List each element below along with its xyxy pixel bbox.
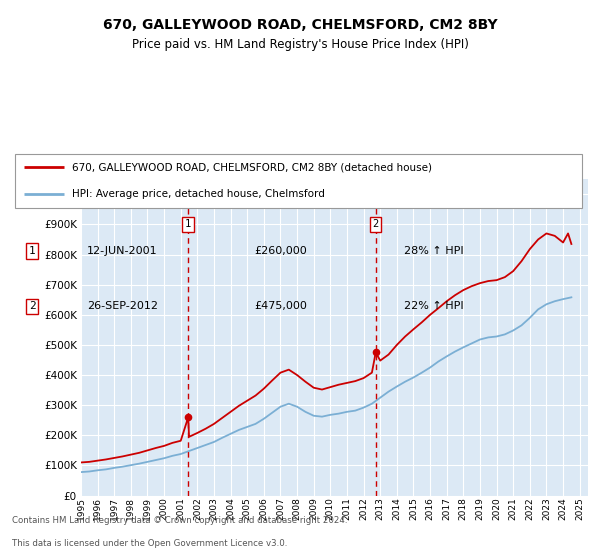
Text: £260,000: £260,000 [254,246,307,256]
Text: 22% ↑ HPI: 22% ↑ HPI [404,301,463,311]
Text: 26-SEP-2012: 26-SEP-2012 [87,301,158,311]
Text: 28% ↑ HPI: 28% ↑ HPI [404,246,463,256]
Text: 670, GALLEYWOOD ROAD, CHELMSFORD, CM2 8BY: 670, GALLEYWOOD ROAD, CHELMSFORD, CM2 8B… [103,18,497,32]
Text: Contains HM Land Registry data © Crown copyright and database right 2024.: Contains HM Land Registry data © Crown c… [12,516,347,525]
FancyBboxPatch shape [15,153,582,208]
Text: HPI: Average price, detached house, Chelmsford: HPI: Average price, detached house, Chel… [73,189,325,199]
Text: £475,000: £475,000 [254,301,307,311]
Text: This data is licensed under the Open Government Licence v3.0.: This data is licensed under the Open Gov… [12,539,287,548]
Text: 12-JUN-2001: 12-JUN-2001 [87,246,158,256]
Text: 2: 2 [29,301,35,311]
Text: 670, GALLEYWOOD ROAD, CHELMSFORD, CM2 8BY (detached house): 670, GALLEYWOOD ROAD, CHELMSFORD, CM2 8B… [73,162,433,172]
Text: Price paid vs. HM Land Registry's House Price Index (HPI): Price paid vs. HM Land Registry's House … [131,38,469,52]
Text: 1: 1 [29,246,35,256]
Text: 2: 2 [373,220,379,230]
Text: 1: 1 [185,220,191,230]
